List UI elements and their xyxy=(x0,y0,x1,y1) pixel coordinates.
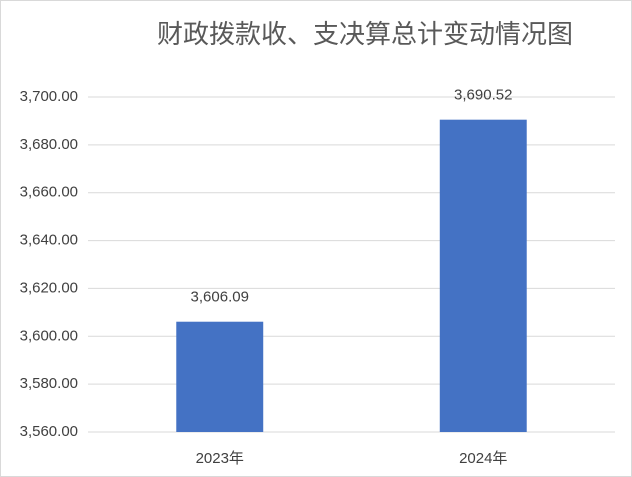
bar xyxy=(439,119,527,432)
y-tick-label: 3,620.00 xyxy=(20,279,78,296)
y-tick-label: 3,580.00 xyxy=(20,375,78,392)
x-tick-label: 2024年 xyxy=(459,450,507,467)
y-tick-label: 3,680.00 xyxy=(20,136,78,153)
x-tick-label: 2023年 xyxy=(196,450,244,467)
chart-title: 财政拨款收、支决算总计变动情况图 xyxy=(157,19,573,49)
y-tick-label: 3,700.00 xyxy=(20,88,78,105)
y-tick-label: 3,660.00 xyxy=(20,184,78,201)
y-tick-label: 3,640.00 xyxy=(20,232,78,249)
value-label: 3,690.52 xyxy=(454,87,512,104)
y-tick-label: 3,600.00 xyxy=(20,327,78,344)
y-tick-label: 3,560.00 xyxy=(20,423,78,440)
bar xyxy=(176,321,264,432)
value-label: 3,606.09 xyxy=(191,289,249,306)
